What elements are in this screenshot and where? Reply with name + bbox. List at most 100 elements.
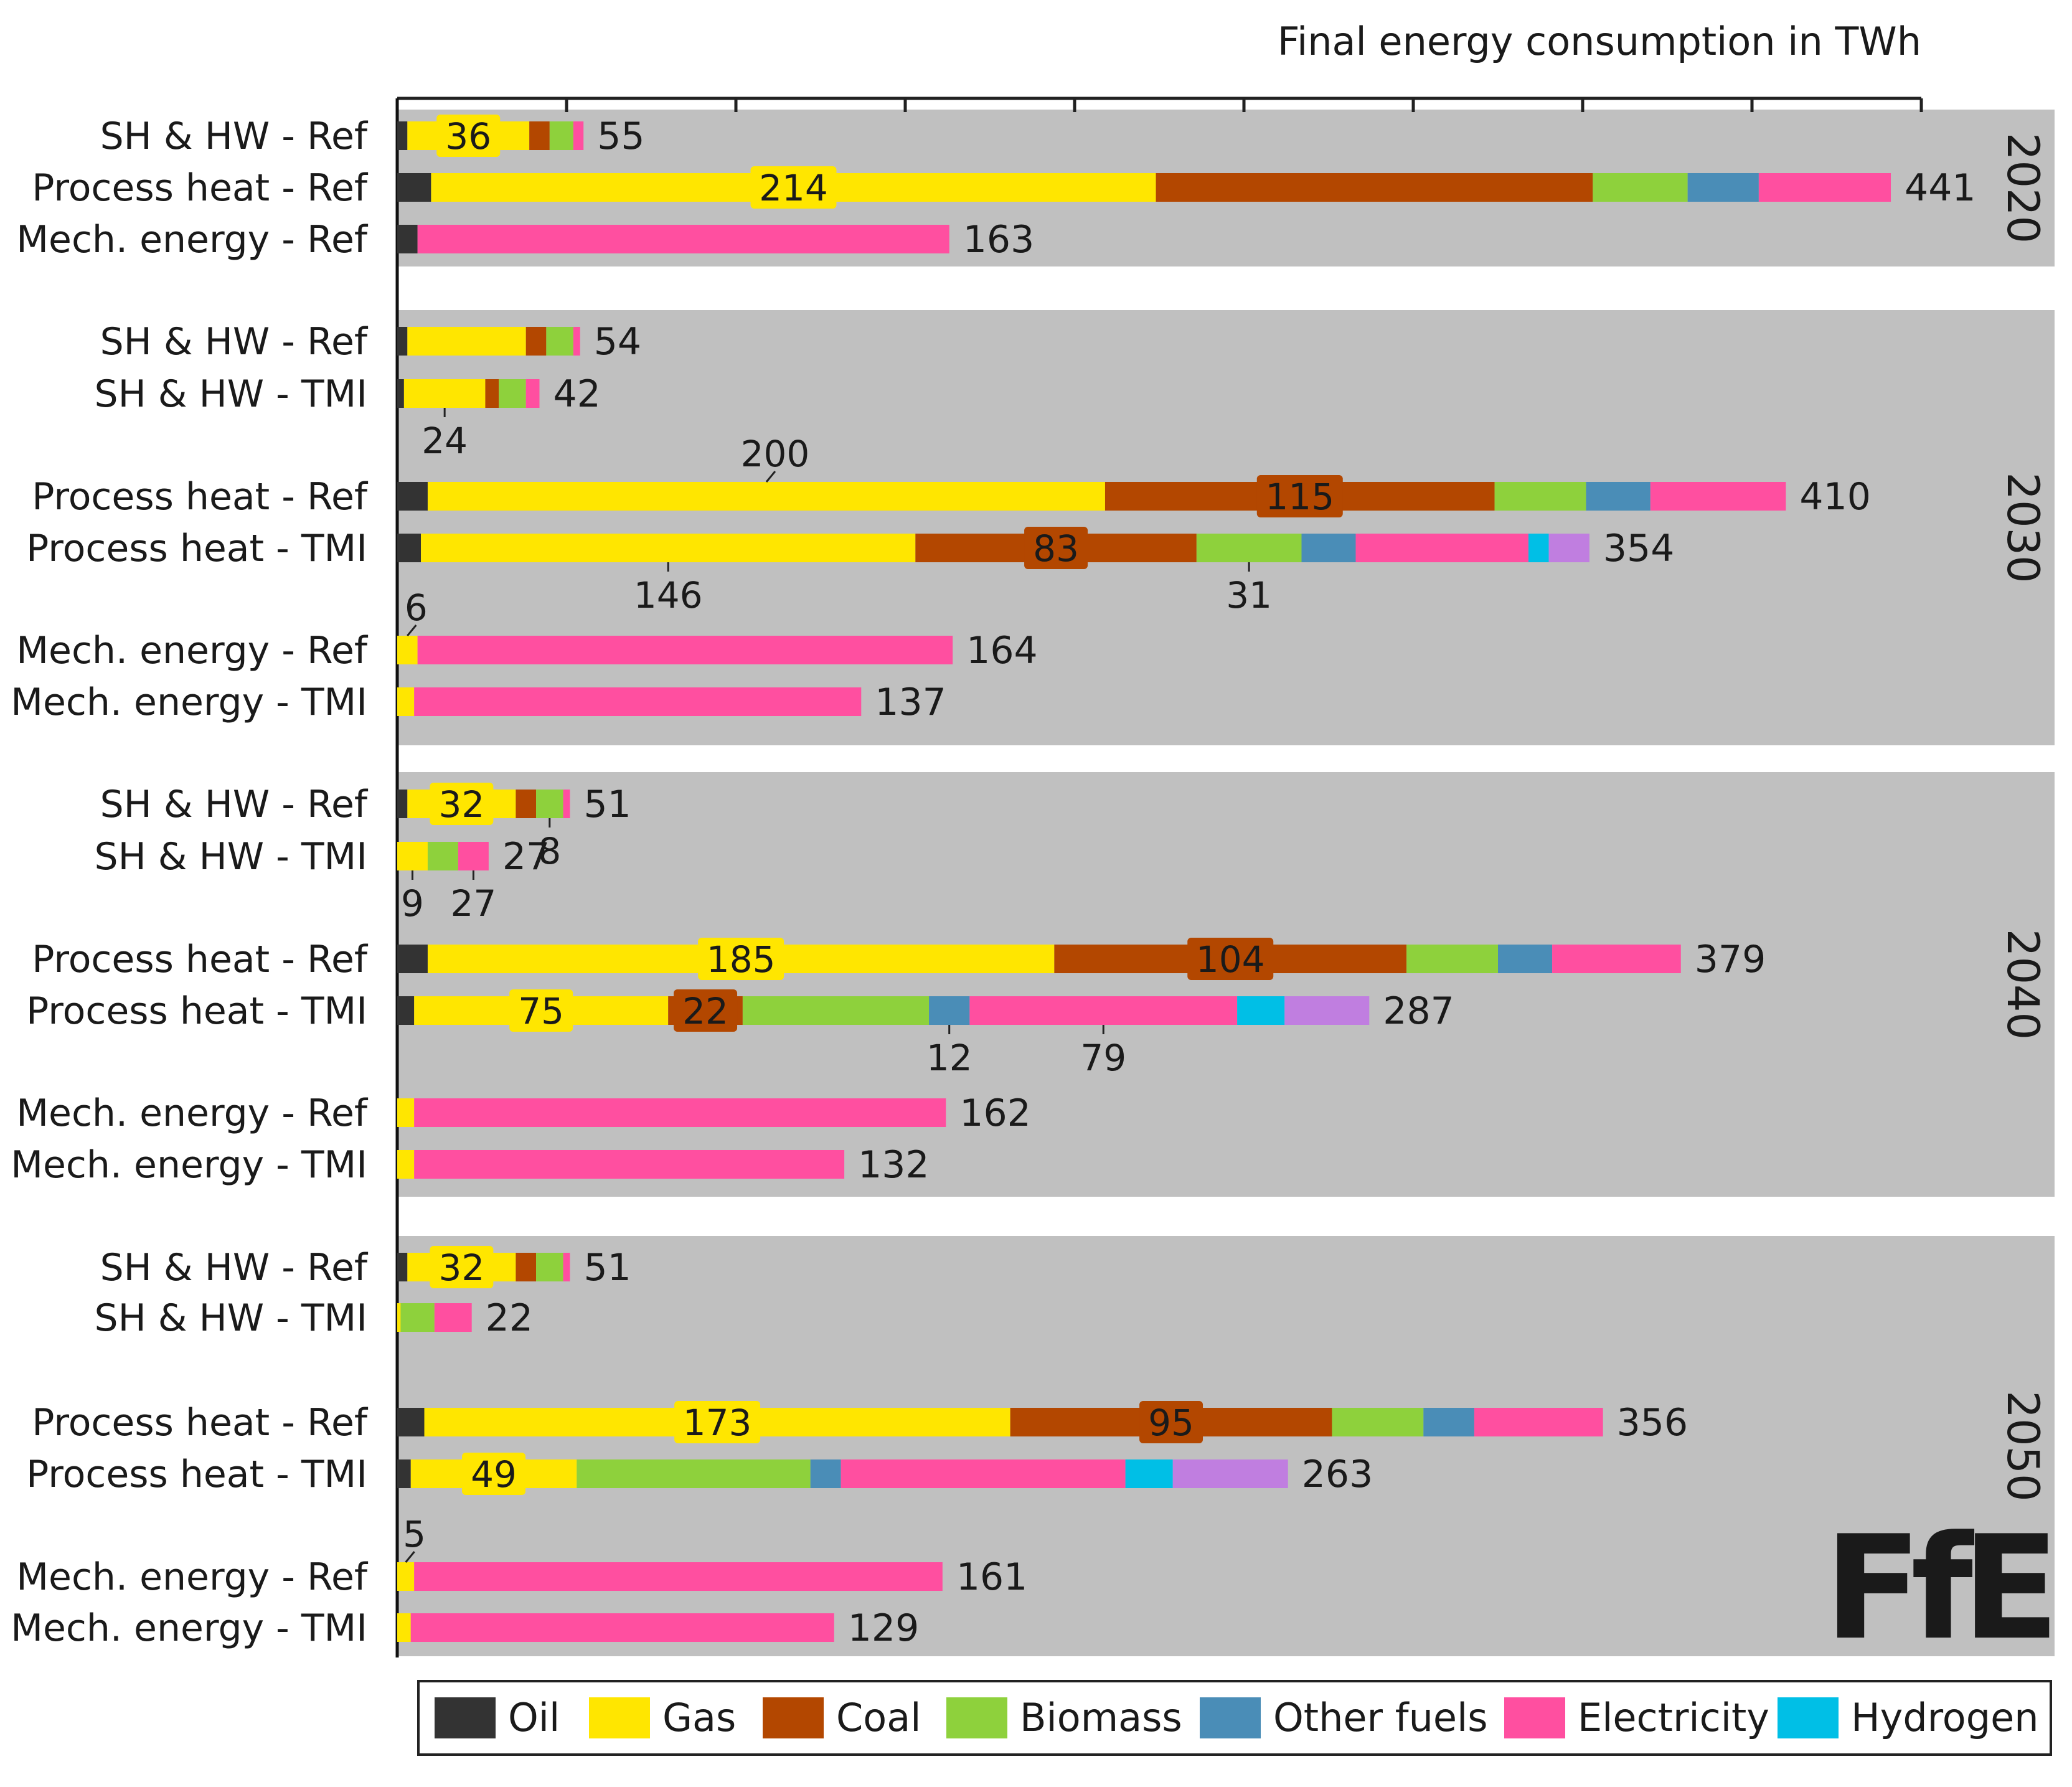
bar-segment-oil [397,225,418,253]
value-leader [407,625,417,636]
bar-row: Process heat - TMI 354 146 83 31 [26,527,1674,616]
year-panel [397,310,2055,745]
bar-segment-electricity [573,121,584,150]
bar-row: Process heat - TMI 263 49 [26,1453,1373,1496]
bar-row: Mech. energy - TMI 137 [11,681,946,724]
bar-segment-biomass [536,790,563,818]
bar-row: Mech. energy - TMI 132 [11,1143,929,1187]
value-label-box [509,989,573,1032]
row-label: SH & HW - Ref [100,1246,369,1290]
total-label: 287 [1383,989,1454,1033]
row-label: Process heat - Ref [32,938,369,981]
value-label: 9 [401,882,424,925]
bar-row: Process heat - Ref 410 200 115 [32,433,1871,519]
total-label: 379 [1695,938,1766,981]
bar-segment-electricity [969,996,1238,1025]
bar-segment-biomass [1593,173,1688,202]
value-label: 79 [1080,1037,1126,1079]
value-label-box [750,166,837,209]
value-label: 185 [707,938,776,981]
value-label-box [674,989,738,1032]
total-label: 51 [583,783,631,826]
year-label: 2050 [1997,1390,2048,1501]
value-label: 5 [403,1513,426,1555]
legend-swatch [763,1697,824,1738]
bar-segment-biomass [1196,534,1302,562]
total-label: 162 [959,1092,1031,1135]
bar-segment-oil [397,482,428,511]
row-label: SH & HW - TMI [95,835,368,879]
bar-segment-gas [397,842,428,870]
bar-segment-electricity [573,327,580,356]
bar-segment-hydrogen [1528,534,1549,562]
total-label: 51 [583,1246,631,1290]
value-label: 31 [1226,574,1272,616]
value-label: 49 [471,1453,517,1496]
value-label: 12 [926,1037,972,1079]
bar-segment-other-fuels [929,996,970,1025]
value-label: 6 [405,587,428,629]
bar-row: Mech. energy - Ref 161 5 [16,1513,1027,1599]
bar-segment-biomass [1332,1408,1424,1436]
bar-segment-coal [516,790,537,818]
bar-segment-oil [397,1253,408,1281]
row-label: Mech. energy - TMI [11,1606,367,1650]
legend-label: Electricity [1578,1695,1769,1740]
legend: Oil Gas Coal Biomass Other fuels Electricity H… [417,1680,2052,1756]
legend-swatch [435,1697,496,1738]
bar-segment-gas [403,379,486,408]
bar-segment-biomass [742,996,930,1025]
value-label: 146 [634,574,703,616]
ffe-logo-text: FfE [1824,1506,2050,1672]
bar-segment-oil [397,1459,411,1488]
bar-row: SH & HW - Ref 51 32 [100,1246,631,1290]
value-label-box [430,1246,494,1288]
total-label: 129 [848,1606,920,1650]
bar-row: SH & HW - Ref 54 [100,320,642,364]
total-label: 42 [553,372,600,416]
bar-segment-electricity [525,379,540,408]
legend-swatch [1504,1697,1565,1738]
bar-segment-gas [397,1613,411,1642]
bar-row: SH & HW - TMI 42 24 [95,372,601,462]
year-labels: 2020 2030 2040 2050 [1997,133,2048,1502]
bar-segment-electricity [414,687,862,716]
value-label: 200 [741,433,810,475]
row-label: Mech. energy - TMI [11,681,367,724]
value-label: 22 [682,990,728,1032]
total-label: 27 [502,835,550,879]
bar-segment-gas [397,1150,415,1179]
bar-segment-electricity [1474,1408,1603,1436]
bar-segment-other-fuels [1586,482,1651,511]
value-label-box [1187,938,1274,980]
value-label-box [1256,475,1343,517]
bar-segment-biomass [1494,482,1586,511]
value-label: 8 [538,830,561,872]
bar-segment-electricity [841,1459,1126,1488]
legend-label: Oil [508,1695,560,1740]
bar-segment-oil [397,121,408,150]
value-label-box [674,1401,761,1443]
x-axis: Final energy consumption in TWh [395,19,1923,1657]
bar-row: SH & HW - TMI 22 [95,1296,534,1340]
total-label: 410 [1799,475,1871,519]
bar-segment-oil [397,534,421,562]
bar-row: Process heat - Ref 356 173 95 [32,1401,1688,1445]
legend-label: Other fuels [1273,1695,1488,1740]
bar-segment-electricity [410,1613,834,1642]
total-label: 263 [1302,1453,1373,1496]
bar-segment-oil [397,1408,425,1436]
value-label: 95 [1148,1402,1194,1444]
total-label: 22 [486,1296,533,1340]
bar-segment-electricity [1355,534,1528,562]
row-label: Mech. energy - TMI [11,1143,367,1187]
value-leader [765,471,776,483]
value-label: 32 [438,783,484,826]
value-label: 27 [450,882,496,925]
bar-segment-oil [397,379,404,408]
row-label: Process heat - Ref [32,1401,369,1445]
total-label: 54 [594,320,641,364]
bar-segment-biomass [536,1253,563,1281]
row-label: Mech. energy - Ref [16,1555,369,1599]
